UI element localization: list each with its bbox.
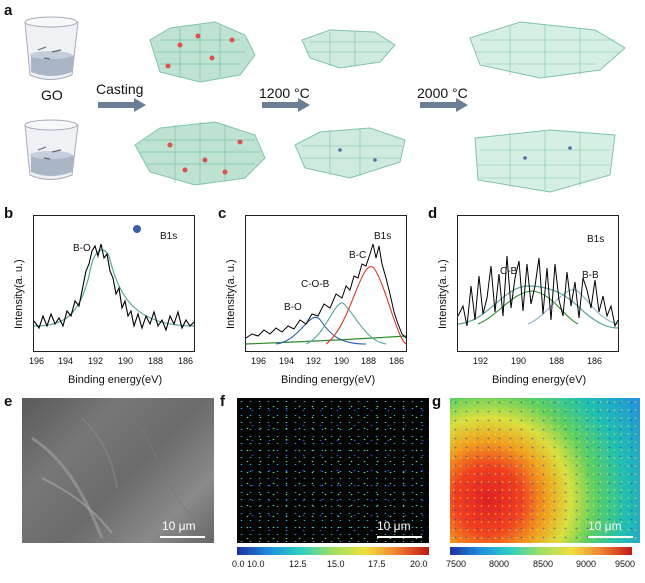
plot-d-xlabel: Binding energy(eV) [492,374,587,386]
panel-g-label: g [432,393,442,410]
plot-b-ylabel: Intensity(a. u.) [13,259,25,329]
colorbar-tick: 20.0 [410,559,428,569]
colorbar-g [450,547,632,555]
panel-e-label: e [4,393,13,410]
colorbar-tick: 8500 [533,559,554,569]
tick: 192 [88,356,104,366]
scale-label-f: 10 μm [377,519,411,533]
go-label: GO [41,87,63,103]
intensity-map-image: 10 μm [450,398,640,543]
tick: 194 [58,356,74,366]
plot-c-ylabel: Intensity(a. u.) [225,259,237,329]
tick: 186 [389,356,405,366]
sem-texture [31,417,203,539]
panel-b-label: b [4,205,14,222]
panel-d-label: d [428,205,438,222]
scale-bar-f [377,536,422,538]
peak-b-bo: B-O [73,243,91,254]
tick: 186 [587,356,603,366]
tick: 190 [118,356,134,366]
colorbar-tick: 17.5 [368,559,386,569]
eds-map-image: 10 μm [237,398,429,543]
panel-f-label: f [220,393,225,410]
map-texture [450,398,640,543]
peak-d-cb: C-B [500,266,518,277]
colorbar-tick: 12.5 [289,559,307,569]
plot-d-ylabel: Intensity(a. u.) [437,259,449,329]
graphene-sheet-top-icon [469,21,626,79]
sem-image: 10 μm [22,398,214,543]
tick: 196 [251,356,267,366]
go-sheet-top-icon [149,21,256,83]
go-sheet-bottom-icon [134,121,266,186]
panel-c-label: c [218,205,227,222]
tick: 192 [473,356,489,366]
arrow-casting-icon [98,98,146,112]
scale-bar-g [588,536,633,538]
panel-a-schematic [24,16,626,193]
beaker-top-icon [24,16,79,80]
plot-c-xlabel: Binding energy(eV) [281,374,376,386]
plot-b-xlabel: Binding energy(eV) [68,374,163,386]
plot-b-curves [33,225,195,332]
beaker-bottom-icon [24,119,79,180]
peak-d-bb: B-B [582,270,599,281]
plot-d-curves [457,255,619,329]
plot-b-title: B1s [160,231,178,242]
scale-bar-e [160,536,205,538]
plot-d-title: B1s [587,234,605,245]
peak-c-bc: B-C [349,250,367,261]
tick: 194 [279,356,295,366]
plot-d [457,215,619,352]
plot-c [245,215,407,352]
scale-label-g: 10 μm [588,519,622,533]
tick: 190 [511,356,527,366]
peak-c-bo: B-O [284,302,302,313]
peak-c-cob: C-O-B [301,279,330,290]
temp-1200-label: 1200 °C [259,85,310,101]
colorbar-f [237,547,429,555]
panel-a-label: a [4,2,13,19]
colorbar-tick: 7500 [446,559,467,569]
colorbar-tick: 9500 [615,559,636,569]
colorbar-tick: 15.0 [327,559,345,569]
colorbar-tick: 9000 [576,559,597,569]
casting-label: Casting [96,81,144,97]
rgo-sheet-top-icon [301,29,396,69]
rgo-sheet-bottom-icon [294,127,406,179]
tick: 188 [549,356,565,366]
arrow-2000-icon [420,98,468,112]
tick: 196 [29,356,45,366]
tick: 192 [306,356,322,366]
tick: 190 [334,356,350,366]
tick: 186 [178,356,194,366]
scale-label-e: 10 μm [162,519,196,533]
colorbar-tick: 8000 [489,559,510,569]
graphene-sheet-bottom-icon [474,129,616,193]
plot-c-title: B1s [374,231,392,242]
temp-2000-label: 2000 °C [417,85,468,101]
tick: 188 [361,356,377,366]
plot-b [33,215,195,352]
colorbar-tick: 0.0 10.0 [232,559,265,569]
plot-c-curves [245,243,407,345]
arrow-1200-icon [262,98,310,112]
tick: 188 [148,356,164,366]
